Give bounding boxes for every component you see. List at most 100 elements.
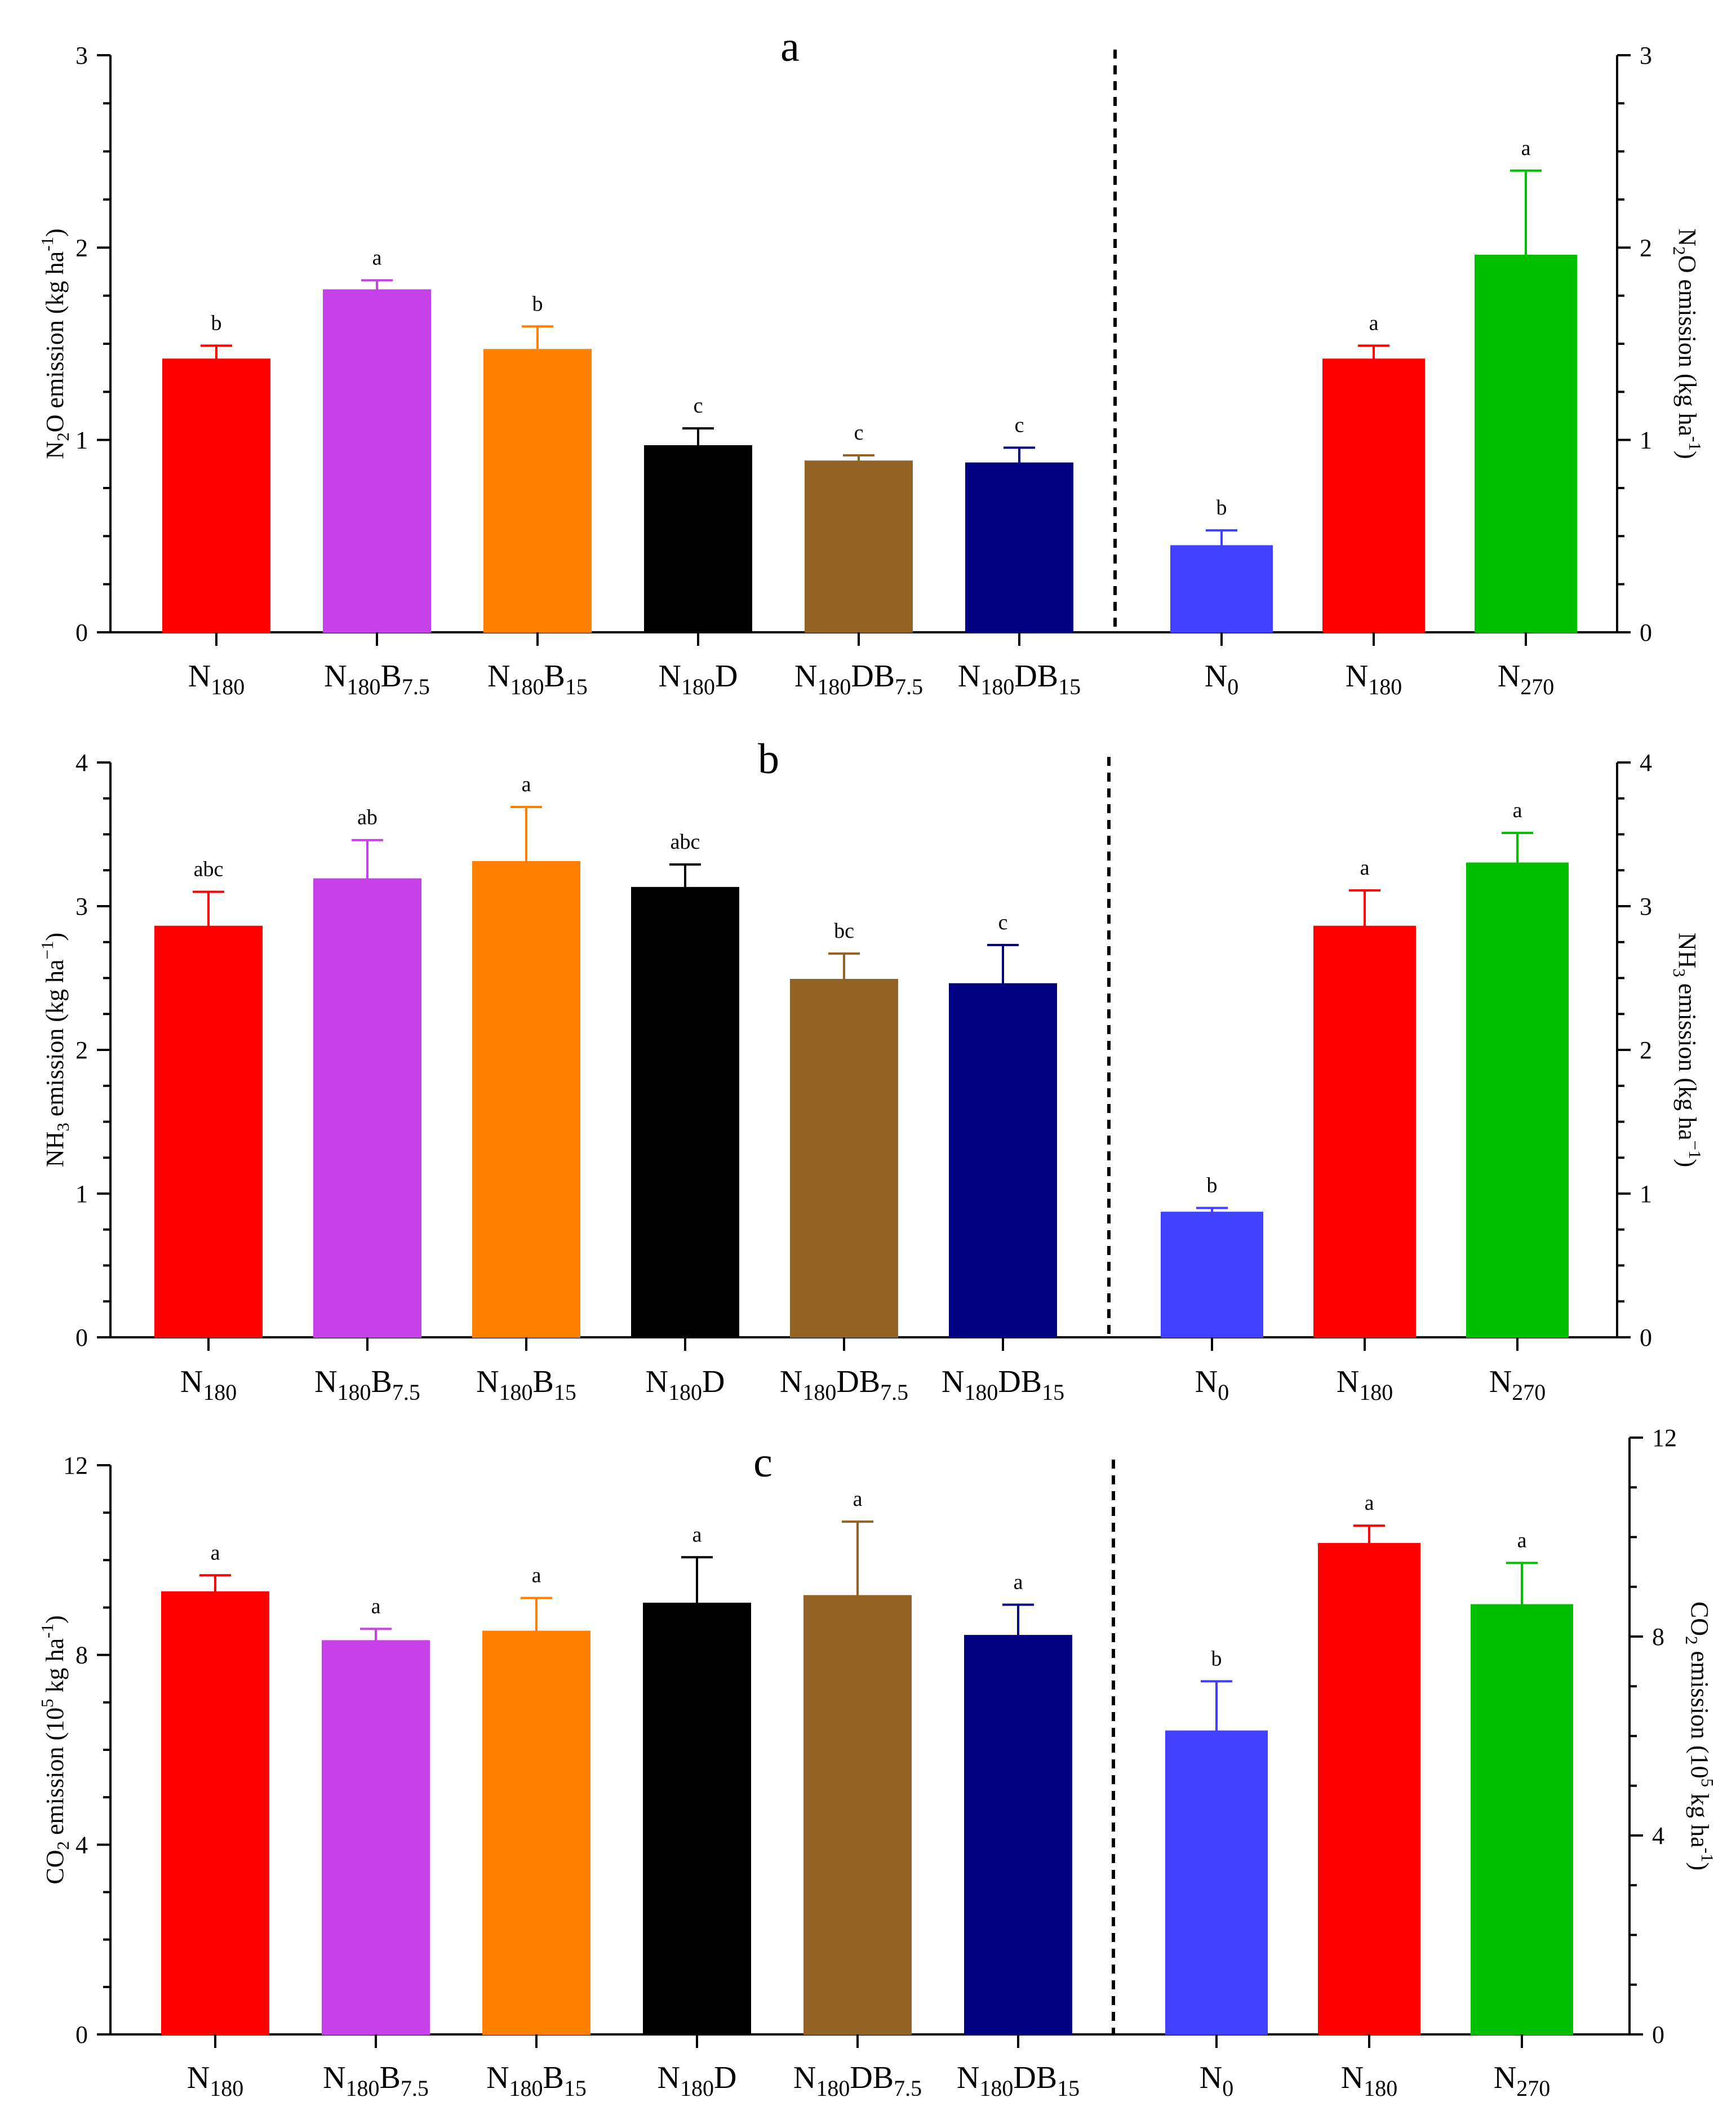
x-tick-label: N180D <box>659 659 738 699</box>
bar-N180DB15 <box>964 1635 1072 2036</box>
left-y-tick-label: 1 <box>76 427 88 454</box>
left-y-tick-label: 0 <box>76 2021 88 2049</box>
x-tick-label: N180D <box>658 2060 737 2101</box>
bar-N180 <box>161 1591 269 2036</box>
significance-letter: b <box>211 311 222 335</box>
x-tick-label: N180B7.5 <box>324 659 430 699</box>
bar-N0 <box>1161 1212 1263 1338</box>
significance-letter: c <box>998 911 1008 934</box>
significance-letter: b <box>1207 1174 1218 1198</box>
x-tick-label: N0 <box>1195 1364 1229 1405</box>
panel-c-letter: c <box>753 1439 772 1486</box>
right-y-tick-label: 2 <box>1640 234 1652 261</box>
bar-N180DB7.5 <box>805 460 913 633</box>
significance-letter: a <box>853 1487 863 1511</box>
left-y-axis-title: N2O emission (kg ha-1) <box>37 228 73 459</box>
bar-N180B15 <box>472 861 580 1338</box>
panel-b: 0 0 1 1 2 2 3 3 4 4 NH3 emission (kg ha−1) NH3 emis… <box>37 749 1705 1405</box>
significance-letter: a <box>522 773 531 796</box>
significance-letter: a <box>1521 136 1531 160</box>
left-y-tick-label: 0 <box>76 1324 88 1351</box>
bar-N180B7.5 <box>322 1640 430 2036</box>
x-tick-label: N180 <box>1341 2060 1397 2101</box>
left-y-tick-label: 2 <box>76 1036 88 1064</box>
bar-N180B7.5 <box>313 878 421 1338</box>
bar-N180B15 <box>483 349 592 633</box>
panel-b-letter: b <box>758 735 779 783</box>
significance-letter: c <box>694 394 703 418</box>
right-y-tick-label: 3 <box>1640 893 1652 920</box>
x-tick-label: N180 <box>187 2060 243 2101</box>
x-tick-label: N180DB15 <box>957 2060 1080 2101</box>
right-y-axis-title: N2O emission (kg ha-1) <box>1670 228 1705 459</box>
bar-N180 <box>1318 1542 1420 2035</box>
significance-letter: a <box>1369 311 1379 335</box>
bar-N180DB7.5 <box>803 1595 912 2035</box>
bar-N180 <box>162 358 270 633</box>
bar-N180 <box>1313 925 1416 1338</box>
panel-c: 0 0 4 4 8 8 12 12 CO2 emission (105 kg ha-1) CO2 … <box>37 1424 1717 2101</box>
bar-N270 <box>1466 862 1569 1338</box>
significance-letter: abc <box>194 858 224 881</box>
x-tick-label: N180 <box>1337 1364 1393 1405</box>
significance-letter: b <box>532 292 543 316</box>
right-y-tick-label: 4 <box>1652 1822 1664 1850</box>
x-tick-label: N270 <box>1498 659 1554 699</box>
left-y-tick-label: 4 <box>76 749 88 777</box>
bar-N180DB15 <box>949 983 1057 1338</box>
right-y-tick-label: 12 <box>1652 1424 1677 1452</box>
left-y-tick-label: 2 <box>76 234 88 261</box>
left-y-tick-label: 3 <box>76 42 88 69</box>
left-y-tick-label: 3 <box>76 893 88 920</box>
bar-N270 <box>1471 1604 1573 2035</box>
x-tick-label: N180DB7.5 <box>780 1364 908 1405</box>
x-tick-label: N0 <box>1205 659 1238 699</box>
significance-letter: a <box>371 1594 381 1618</box>
significance-letter: a <box>1513 799 1522 822</box>
x-tick-label: N180 <box>180 1364 237 1405</box>
significance-letter: abc <box>671 830 700 854</box>
bar-N0 <box>1170 545 1273 633</box>
right-y-tick-label: 2 <box>1640 1036 1652 1064</box>
significance-letter: b <box>1216 496 1227 520</box>
significance-letter: a <box>692 1523 702 1546</box>
right-y-tick-label: 3 <box>1640 42 1652 69</box>
left-y-tick-label: 1 <box>76 1180 88 1208</box>
x-tick-label: N180DB7.5 <box>793 2060 922 2101</box>
significance-letter: a <box>1365 1491 1374 1515</box>
x-tick-label: N180B15 <box>476 1364 576 1405</box>
significance-letter: c <box>854 421 864 445</box>
bar-N180B7.5 <box>323 289 431 633</box>
bar-N270 <box>1475 254 1577 633</box>
x-tick-label: N180DB7.5 <box>794 659 923 699</box>
x-tick-label: N180B7.5 <box>323 2060 429 2101</box>
left-y-tick-label: 12 <box>63 1452 88 1479</box>
significance-letter: a <box>211 1541 220 1564</box>
x-tick-label: N180 <box>188 659 245 699</box>
x-tick-label: N180D <box>646 1364 725 1405</box>
x-tick-label: N180DB15 <box>942 1364 1064 1405</box>
x-tick-label: N180B15 <box>486 2060 587 2101</box>
x-tick-label: N180 <box>1346 659 1402 699</box>
significance-letter: ab <box>357 806 378 830</box>
left-y-tick-label: 0 <box>76 619 88 646</box>
left-y-axis-title: NH3 emission (kg ha−1) <box>37 933 73 1167</box>
panel-a-letter: a <box>780 23 800 70</box>
significance-letter: a <box>1014 1570 1023 1594</box>
bar-N180DB7.5 <box>790 979 898 1338</box>
right-y-tick-label: 4 <box>1640 749 1652 777</box>
x-tick-label: N180B15 <box>487 659 588 699</box>
significance-letter: c <box>1015 413 1024 437</box>
left-y-axis-title: CO2 emission (105 kg ha-1) <box>37 1615 73 1884</box>
x-tick-label: N270 <box>1494 2060 1550 2101</box>
left-y-tick-label: 8 <box>76 1642 88 1669</box>
significance-letter: a <box>1360 856 1370 880</box>
significance-letter: b <box>1211 1647 1222 1670</box>
bar-N180 <box>1322 358 1425 633</box>
right-y-axis-title: NH3 emission (kg ha−1) <box>1670 933 1705 1167</box>
panel-a: 0 0 1 1 2 2 3 3 N2O emission (kg ha-1) N2O emissi… <box>37 42 1705 699</box>
x-tick-label: N180DB15 <box>958 659 1081 699</box>
x-tick-label: N0 <box>1200 2060 1233 2101</box>
